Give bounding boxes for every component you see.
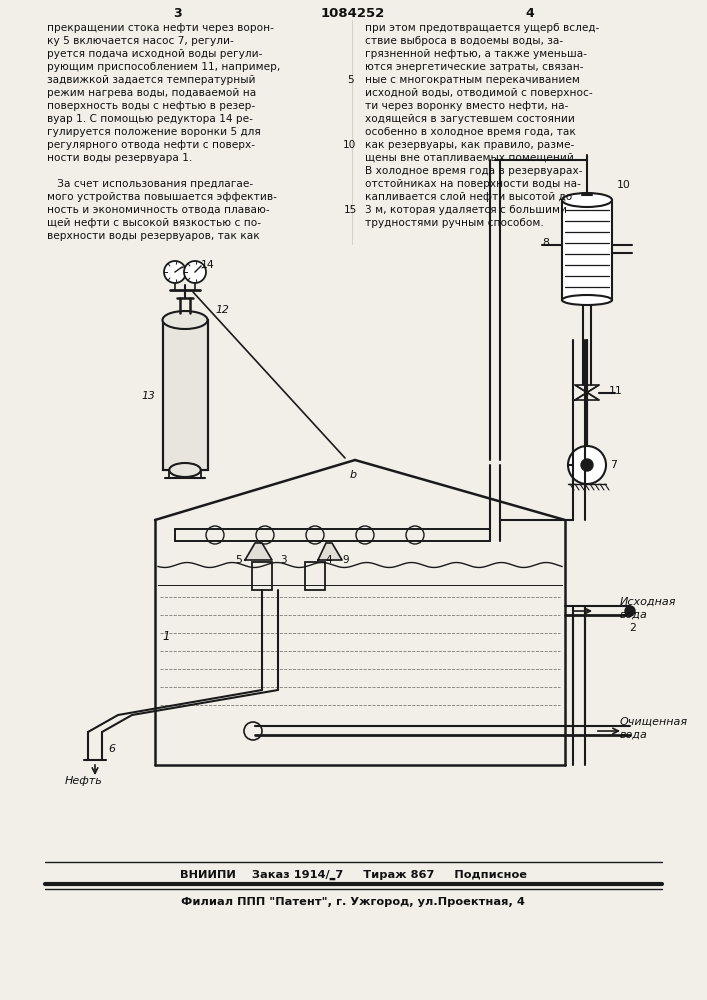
- Text: вода: вода: [620, 610, 648, 620]
- Text: ные с многократным перекачиванием: ные с многократным перекачиванием: [365, 75, 580, 85]
- Text: регулярного отвода нефти с поверх-: регулярного отвода нефти с поверх-: [47, 140, 255, 150]
- Text: рующим приспособлением 11, например,: рующим приспособлением 11, например,: [47, 62, 280, 72]
- Bar: [562, 200, 612, 300]
- Text: 4: 4: [525, 7, 534, 20]
- Text: ность и экономичность отвода плаваю-: ность и экономичность отвода плаваю-: [47, 205, 269, 215]
- Text: 10: 10: [617, 180, 631, 190]
- Text: задвижкой задается температурный: задвижкой задается температурный: [47, 75, 255, 85]
- Text: 5: 5: [235, 555, 242, 565]
- Text: Очищенная: Очищенная: [620, 717, 688, 727]
- Text: b: b: [350, 470, 357, 480]
- Text: 1: 1: [162, 630, 170, 643]
- Text: 8: 8: [542, 238, 549, 248]
- Text: вуар 1. С помощью редуктора 14 ре-: вуар 1. С помощью редуктора 14 ре-: [47, 114, 253, 124]
- Text: За счет использования предлагае-: За счет использования предлагае-: [47, 179, 253, 189]
- Circle shape: [568, 446, 606, 484]
- Text: В холодное время года в резервуарах-: В холодное время года в резервуарах-: [365, 166, 583, 176]
- Text: 9: 9: [342, 555, 349, 565]
- Text: вода: вода: [620, 730, 648, 740]
- Text: исходной воды, отводимой с поверхнос-: исходной воды, отводимой с поверхнос-: [365, 88, 592, 98]
- Text: капливается слой нефти высотой до: капливается слой нефти высотой до: [365, 192, 572, 202]
- Text: щей нефти с высокой вязкостью с по-: щей нефти с высокой вязкостью с по-: [47, 218, 261, 228]
- Text: грязненной нефтью, а также уменьша-: грязненной нефтью, а также уменьша-: [365, 49, 587, 59]
- Polygon shape: [245, 543, 272, 560]
- Text: 12: 12: [215, 305, 229, 315]
- Text: 4: 4: [325, 555, 332, 565]
- Text: при этом предотвращается ущерб вслед-: при этом предотвращается ущерб вслед-: [365, 23, 600, 33]
- Circle shape: [184, 261, 206, 283]
- Text: режим нагрева воды, подаваемой на: режим нагрева воды, подаваемой на: [47, 88, 256, 98]
- Ellipse shape: [163, 311, 207, 329]
- Ellipse shape: [562, 295, 612, 305]
- Text: 14: 14: [201, 260, 215, 270]
- Text: 3 м, которая удаляется с большими: 3 м, которая удаляется с большими: [365, 205, 567, 215]
- Bar: [305, 562, 325, 590]
- Text: ности воды резервуара 1.: ности воды резервуара 1.: [47, 153, 192, 163]
- Text: 11: 11: [609, 386, 623, 396]
- Text: 2: 2: [629, 623, 636, 633]
- Ellipse shape: [169, 463, 201, 477]
- Text: трудностями ручным способом.: трудностями ручным способом.: [365, 218, 544, 228]
- Text: как резервуары, как правило, разме-: как резервуары, как правило, разме-: [365, 140, 574, 150]
- Text: 7: 7: [610, 460, 617, 470]
- Text: 5: 5: [346, 75, 354, 85]
- Text: ти через воронку вместо нефти, на-: ти через воронку вместо нефти, на-: [365, 101, 568, 111]
- Text: 6: 6: [108, 744, 115, 754]
- Text: 3: 3: [280, 555, 286, 565]
- Text: поверхность воды с нефтью в резер-: поверхность воды с нефтью в резер-: [47, 101, 255, 111]
- Text: Филиал ППП "Патент", г. Ужгород, ул.Проектная, 4: Филиал ППП "Патент", г. Ужгород, ул.Прое…: [181, 897, 525, 907]
- Bar: [163, 320, 208, 470]
- Text: мого устройства повышается эффектив-: мого устройства повышается эффектив-: [47, 192, 277, 202]
- Text: ку 5 включается насос 7, регули-: ку 5 включается насос 7, регули-: [47, 36, 234, 46]
- Text: ются энергетические затраты, связан-: ются энергетические затраты, связан-: [365, 62, 583, 72]
- Text: 3: 3: [174, 7, 182, 20]
- Circle shape: [581, 459, 593, 471]
- Text: 1084252: 1084252: [321, 7, 385, 20]
- Text: особенно в холодное время года, так: особенно в холодное время года, так: [365, 127, 576, 137]
- Text: отстойниках на поверхности воды на-: отстойниках на поверхности воды на-: [365, 179, 581, 189]
- Text: ствие выброса в водоемы воды, за-: ствие выброса в водоемы воды, за-: [365, 36, 563, 46]
- Text: Исходная: Исходная: [620, 597, 677, 607]
- Bar: [163, 320, 208, 470]
- Text: верхности воды резервуаров, так как: верхности воды резервуаров, так как: [47, 231, 259, 241]
- Circle shape: [164, 261, 186, 283]
- Text: ВНИИПИ    Заказ 1914/‗7     Тираж 867     Подписное: ВНИИПИ Заказ 1914/‗7 Тираж 867 Подписное: [180, 870, 527, 880]
- Text: 15: 15: [344, 205, 356, 215]
- Polygon shape: [318, 543, 342, 560]
- Circle shape: [625, 606, 635, 616]
- Ellipse shape: [562, 193, 612, 207]
- Text: Нефть: Нефть: [65, 776, 103, 786]
- Bar: [252, 562, 272, 590]
- Text: прекращении стока нефти через ворон-: прекращении стока нефти через ворон-: [47, 23, 274, 33]
- Text: руется подача исходной воды регули-: руется подача исходной воды регули-: [47, 49, 262, 59]
- Text: щены вне отапливаемых помещений.: щены вне отапливаемых помещений.: [365, 153, 577, 163]
- Text: 10: 10: [344, 140, 357, 150]
- Text: гулируется положение воронки 5 для: гулируется положение воронки 5 для: [47, 127, 261, 137]
- Text: ходящейся в загустевшем состоянии: ходящейся в загустевшем состоянии: [365, 114, 575, 124]
- Text: 13: 13: [141, 391, 155, 401]
